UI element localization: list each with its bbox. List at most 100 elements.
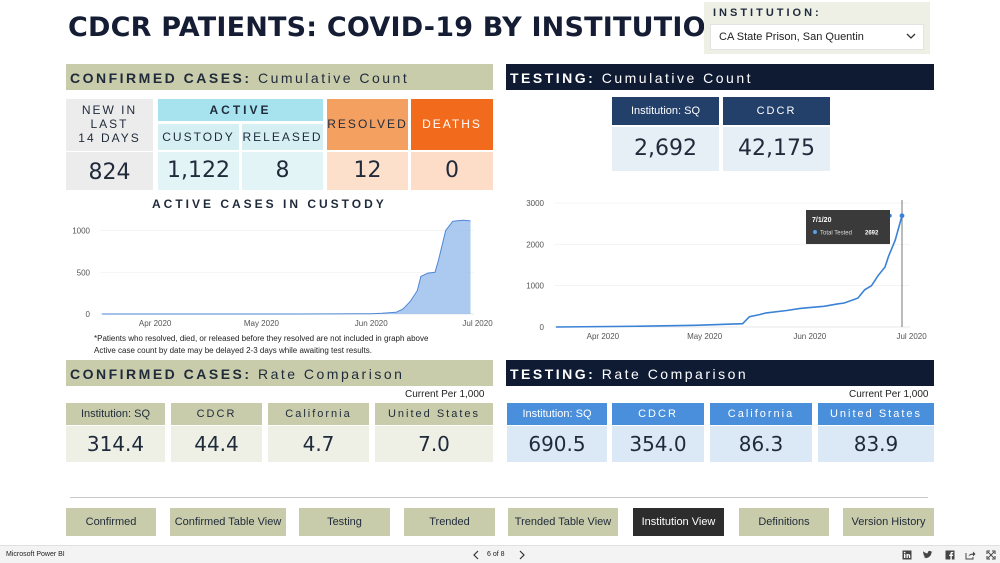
new-cases-label-2: LAST [90, 117, 129, 131]
testing-cumulative-chart[interactable]: 0 1000 2000 3000 Apr 2020 May 2020 Jun 2020 Jul… [506, 192, 934, 344]
nav-testing-button[interactable]: Testing [299, 508, 390, 536]
active-cases-line [102, 219, 471, 315]
testing-rate-header-bold: TESTING: [510, 366, 596, 382]
deaths-label-tile: DEATHS [411, 99, 493, 150]
new-cases-value: 824 [88, 160, 131, 185]
testing-rate-header-rest: Rate Comparison [595, 366, 749, 382]
page-navigator: 6 of 8 [470, 549, 530, 561]
deaths-label: DEATHS [422, 117, 482, 131]
nav-version-history-button[interactable]: Version History [843, 508, 934, 536]
facebook-icon[interactable] [945, 550, 955, 560]
testing-chart-y-tick: 2000 [526, 240, 544, 249]
confirmed-cumulative-header-rest: Cumulative Count [251, 70, 410, 86]
testing-rate-header: TESTING: Rate Comparison [506, 360, 934, 386]
new-cases-label-1: NEW IN [81, 103, 138, 117]
testing-rate-value-california: 86.3 [710, 426, 812, 462]
institution-label: INSTITUTION: [713, 7, 822, 19]
testing-cdcr-label-tile: CDCR [723, 97, 830, 125]
active-label: ACTIVE [209, 103, 272, 117]
active-cases-chart[interactable]: 0 500 1000 Apr 2020 May 2020 Jun 2020 Jul 2020 [66, 212, 496, 332]
testing-cumulative-header-rest: Cumulative Count [595, 70, 754, 86]
confirmed-rate-label-us: United States [375, 403, 493, 425]
resolved-label: RESOLVED [327, 117, 408, 131]
expand-icon[interactable] [986, 550, 996, 560]
chevron-down-icon [906, 33, 916, 39]
active-chart-title: ACTIVE CASES IN CUSTODY [152, 197, 387, 211]
tooltip-point [899, 213, 905, 219]
confirmed-rate-value-cdcr: 44.4 [171, 426, 262, 462]
nav-institution-view-button[interactable]: Institution View [633, 508, 724, 536]
testing-inst-value: 2,692 [634, 136, 697, 161]
custody-label-tile: CUSTODY [158, 124, 239, 150]
active-chart-x-tick: May 2020 [244, 319, 280, 328]
custody-value: 1,122 [167, 158, 230, 183]
testing-cdcr-value-tile: 42,175 [723, 127, 830, 171]
released-label: RELEASED [242, 130, 323, 144]
active-chart-x-tick: Apr 2020 [139, 319, 172, 328]
active-chart-y-tick: 0 [86, 310, 91, 319]
testing-chart-x-tick: May 2020 [687, 332, 723, 341]
testing-chart-y-tick: 3000 [526, 199, 544, 208]
testing-rate-value-us: 83.9 [818, 426, 934, 462]
confirmed-rate-per-note: Current Per 1,000 [405, 389, 485, 400]
confirmed-rate-label-cdcr: CDCR [171, 403, 262, 425]
testing-rate-label-us: United States [818, 403, 934, 425]
new-cases-value-tile: 824 [66, 152, 153, 190]
deaths-value-tile: 0 [411, 152, 493, 190]
confirmed-rate-value-us: 7.0 [375, 426, 493, 462]
confirmed-rate-header-rest: Rate Comparison [251, 366, 405, 382]
powerbi-status-bar: Microsoft Power BI 6 of 8 [0, 545, 1000, 563]
testing-rate-label-inst: Institution: SQ [507, 403, 607, 425]
testing-cdcr-value: 42,175 [738, 136, 815, 161]
nav-confirmed-button[interactable]: Confirmed [66, 508, 156, 536]
nav-divider [70, 497, 928, 498]
page-indicator: 6 of 8 [487, 551, 505, 558]
confirmed-cumulative-header-bold: CONFIRMED CASES: [70, 70, 252, 86]
tooltip-legend-dot [813, 230, 817, 234]
confirmed-rate-label-inst: Institution: SQ [66, 403, 165, 425]
deaths-value: 0 [445, 158, 459, 183]
testing-inst-value-tile: 2,692 [612, 127, 719, 171]
active-chart-footnote-1: *Patients who resolved, died, or release… [94, 334, 429, 343]
linkedin-icon[interactable] [902, 550, 912, 560]
institution-selected: CA State Prison, San Quentin [719, 31, 864, 43]
testing-cumulative-line [555, 215, 903, 328]
chevron-right-icon[interactable] [518, 550, 526, 560]
testing-cumulative-header-bold: TESTING: [510, 70, 596, 86]
tooltip-box [806, 210, 890, 244]
custody-value-tile: 1,122 [158, 152, 239, 190]
new-cases-label-3: 14 DAYS [78, 131, 141, 145]
testing-chart-x-tick: Jul 2020 [896, 332, 927, 341]
confirmed-rate-value-california: 4.7 [268, 426, 369, 462]
chevron-left-icon[interactable] [472, 550, 480, 560]
new-cases-label-tile: NEW IN LAST 14 DAYS [66, 99, 153, 151]
testing-chart-x-tick: Apr 2020 [587, 332, 620, 341]
testing-rate-label-california: California [710, 403, 812, 425]
page-title: CDCR PATIENTS: COVID-19 BY INSTITUTION [68, 12, 729, 43]
active-chart-x-tick: Jun 2020 [355, 319, 388, 328]
testing-rate-label-cdcr: CDCR [612, 403, 704, 425]
tooltip-date: 7/1/20 [812, 217, 832, 224]
confirmed-rate-header: CONFIRMED CASES: Rate Comparison [66, 360, 493, 386]
testing-chart-y-tick: 1000 [526, 282, 544, 291]
share-icon[interactable] [965, 550, 976, 560]
resolved-value-tile: 12 [327, 152, 408, 190]
released-value: 8 [275, 158, 290, 183]
released-label-tile: RELEASED [242, 124, 323, 150]
tooltip-value: 2692 [865, 231, 879, 237]
nav-trended-table-button[interactable]: Trended Table View [508, 508, 618, 536]
nav-trended-button[interactable]: Trended [404, 508, 495, 536]
resolved-value: 12 [353, 158, 382, 183]
active-chart-y-tick: 1000 [72, 227, 90, 236]
active-chart-x-tick: Jul 2020 [462, 319, 493, 328]
active-cases-area [102, 220, 471, 314]
nav-definitions-button[interactable]: Definitions [739, 508, 829, 536]
confirmed-rate-label-california: California [268, 403, 369, 425]
testing-cumulative-header: TESTING: Cumulative Count [506, 64, 934, 90]
testing-rate-value-inst: 690.5 [507, 426, 607, 462]
institution-dropdown[interactable]: CA State Prison, San Quentin [710, 24, 924, 50]
twitter-icon[interactable] [922, 550, 933, 560]
confirmed-cumulative-header: CONFIRMED CASES: Cumulative Count [66, 64, 493, 90]
active-header-tile: ACTIVE [158, 99, 323, 121]
nav-confirmed-table-button[interactable]: Confirmed Table View [170, 508, 286, 536]
